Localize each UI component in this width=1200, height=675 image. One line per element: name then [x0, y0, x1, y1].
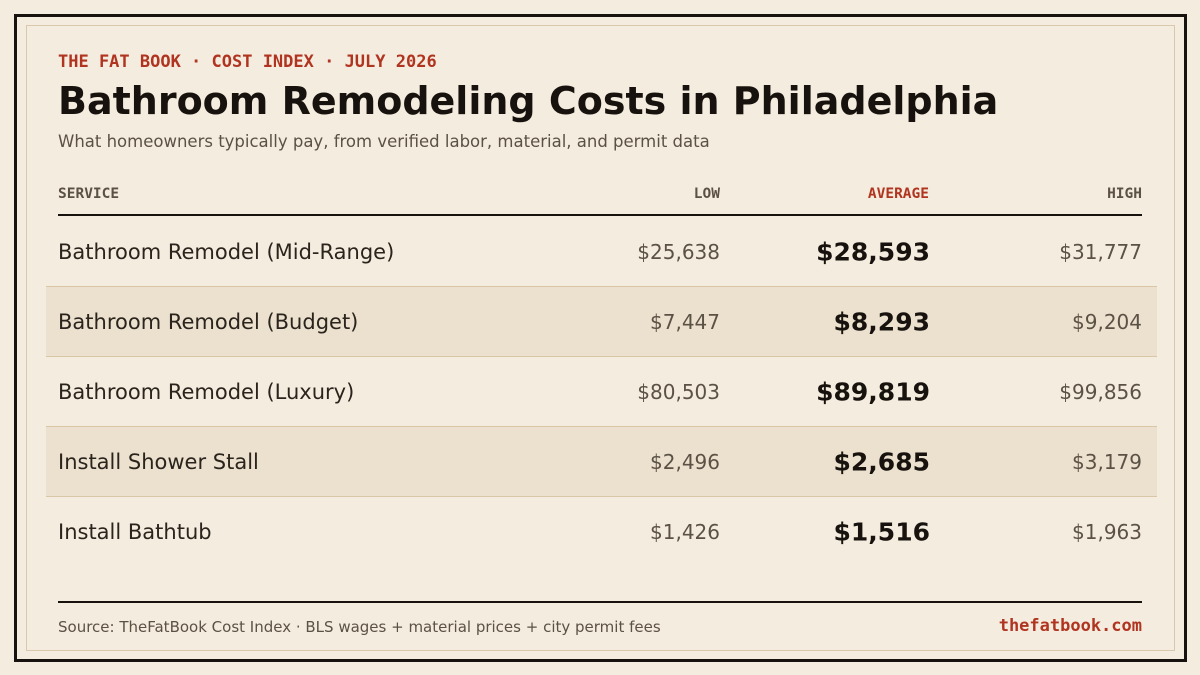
- table-row: Bathroom Remodel (Mid-Range) $25,638 $28…: [46, 217, 1157, 287]
- page-title: Bathroom Remodeling Costs in Philadelphi…: [58, 79, 999, 123]
- service-name: Bathroom Remodel (Budget): [58, 309, 359, 334]
- low-cost: $7,447: [650, 309, 720, 334]
- average-cost: $2,685: [833, 447, 930, 476]
- column-header-average: AVERAGE: [867, 186, 929, 202]
- kicker: THE FAT BOOK · COST INDEX · JULY 2026: [58, 52, 437, 72]
- source-note: Source: TheFatBook Cost Index · BLS wage…: [58, 618, 661, 636]
- high-cost: $1,963: [1072, 520, 1142, 544]
- high-cost: $31,777: [1059, 239, 1142, 264]
- table-row: Install Shower Stall $2,496 $2,685 $3,17…: [46, 427, 1157, 497]
- column-header-high: HIGH: [1107, 186, 1142, 202]
- table-header: SERVICE LOW AVERAGE HIGH: [58, 186, 1142, 216]
- service-name: Bathroom Remodel (Luxury): [58, 379, 355, 404]
- outer-border: [14, 14, 1187, 662]
- footer-divider: [58, 601, 1142, 603]
- cost-table: Bathroom Remodel (Mid-Range) $25,638 $28…: [46, 217, 1157, 567]
- service-name: Bathroom Remodel (Mid-Range): [58, 239, 395, 264]
- low-cost: $2,496: [650, 449, 720, 474]
- service-name: Install Bathtub: [58, 520, 212, 544]
- low-cost: $25,638: [637, 239, 720, 264]
- high-cost: $9,204: [1072, 309, 1142, 334]
- service-name: Install Shower Stall: [58, 449, 259, 474]
- site-link[interactable]: thefatbook.com: [998, 616, 1142, 636]
- high-cost: $3,179: [1072, 449, 1142, 474]
- average-cost: $89,819: [816, 377, 930, 406]
- high-cost: $99,856: [1059, 379, 1142, 404]
- table-row: Install Bathtub $1,426 $1,516 $1,963: [46, 497, 1157, 567]
- low-cost: $80,503: [637, 379, 720, 404]
- column-header-low: LOW: [693, 186, 720, 202]
- column-header-service: SERVICE: [58, 186, 120, 202]
- average-cost: $28,593: [816, 237, 930, 266]
- table-row: Bathroom Remodel (Luxury) $80,503 $89,81…: [46, 357, 1157, 427]
- average-cost: $8,293: [833, 307, 930, 336]
- average-cost: $1,516: [833, 517, 930, 547]
- low-cost: $1,426: [650, 520, 720, 544]
- table-row: Bathroom Remodel (Budget) $7,447 $8,293 …: [46, 287, 1157, 357]
- subtitle: What homeowners typically pay, from veri…: [58, 132, 710, 151]
- inner-border: [26, 25, 1175, 651]
